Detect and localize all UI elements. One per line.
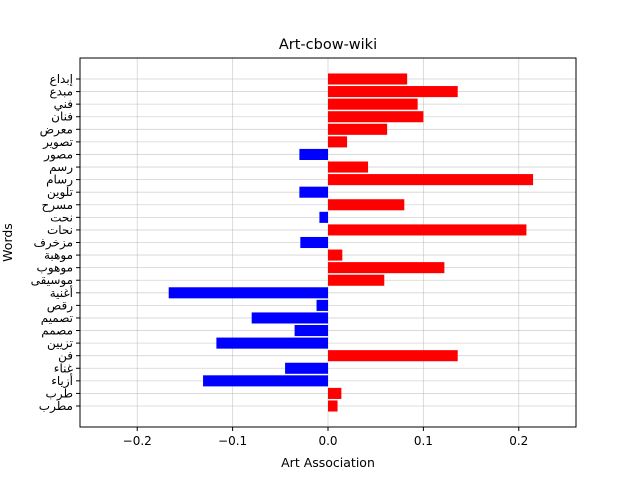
bar [328,262,445,274]
bars [168,73,534,412]
bar [328,98,418,110]
y-tick-label: فنان [51,110,73,124]
y-tick-label: تصوير [42,135,73,150]
y-tick-label: تزيين [47,336,73,351]
bar [328,123,388,135]
y-tick-label: طرب [46,386,73,401]
bar [328,73,408,85]
y-tick-label: أزياء [51,373,73,389]
y-tick-label: موسيقى [31,273,73,288]
y-tick-label: مسرح [42,198,74,213]
bar [328,224,527,236]
y-tick-label: إبداع [50,72,73,86]
y-tick-label: تلوين [47,185,73,200]
x-tick-label: 0.0 [318,434,337,448]
y-tick-label: مزخرف [33,236,73,251]
bar [203,375,328,387]
y-tick-label: نحات [47,223,73,237]
bar [328,350,458,362]
bar [328,86,458,98]
bar [328,387,342,399]
x-axis: −0.2 −0.1 0.0 0.1 0.2 [123,427,528,448]
bar [294,325,328,337]
y-tick-label: غناء [54,361,73,375]
y-tick-label: فن [58,349,73,364]
y-tick-label: تصميم [41,311,73,325]
y-tick-label: نحت [50,210,73,224]
bar [328,161,369,173]
bar [328,136,348,148]
y-tick-label: موهوب [37,261,73,276]
bar [285,362,328,374]
bar [328,111,424,123]
y-tick-label: مبدع [49,85,73,99]
y-axis: إبداعمبدعفنيفنانمعرضتصويرمصوررسمرسامتلوي… [31,72,80,414]
y-tick-label: مصمم [41,324,73,338]
bar [328,199,405,211]
x-tick-label: −0.2 [123,434,152,448]
y-axis-label: Words [0,223,15,262]
bar [299,148,328,160]
x-tick-label: −0.1 [218,434,247,448]
y-tick-label: مصور [43,147,73,162]
y-tick-label: مطرب [39,399,73,414]
y-tick-label: رسم [49,160,73,175]
y-tick-label: موهبة [44,248,73,263]
bar [328,249,343,261]
bar [328,174,534,186]
bar [319,211,328,223]
chart-title: Art-cbow-wiki [279,37,377,53]
x-tick-label: 0.1 [414,434,433,448]
bar [216,337,328,349]
bar [316,299,328,311]
bar [300,236,328,249]
bar [251,312,328,324]
x-tick-label: 0.2 [509,434,528,448]
bar [328,274,385,286]
y-tick-label: معرض [40,122,73,137]
bar [168,287,328,299]
y-tick-label: رقص [47,298,73,313]
y-tick-label: أغنية [50,285,73,300]
y-tick-label: رسام [46,173,73,188]
y-tick-label: فني [54,97,73,111]
bar [328,400,338,412]
bar [299,186,328,198]
x-axis-label: Art Association [281,455,375,470]
